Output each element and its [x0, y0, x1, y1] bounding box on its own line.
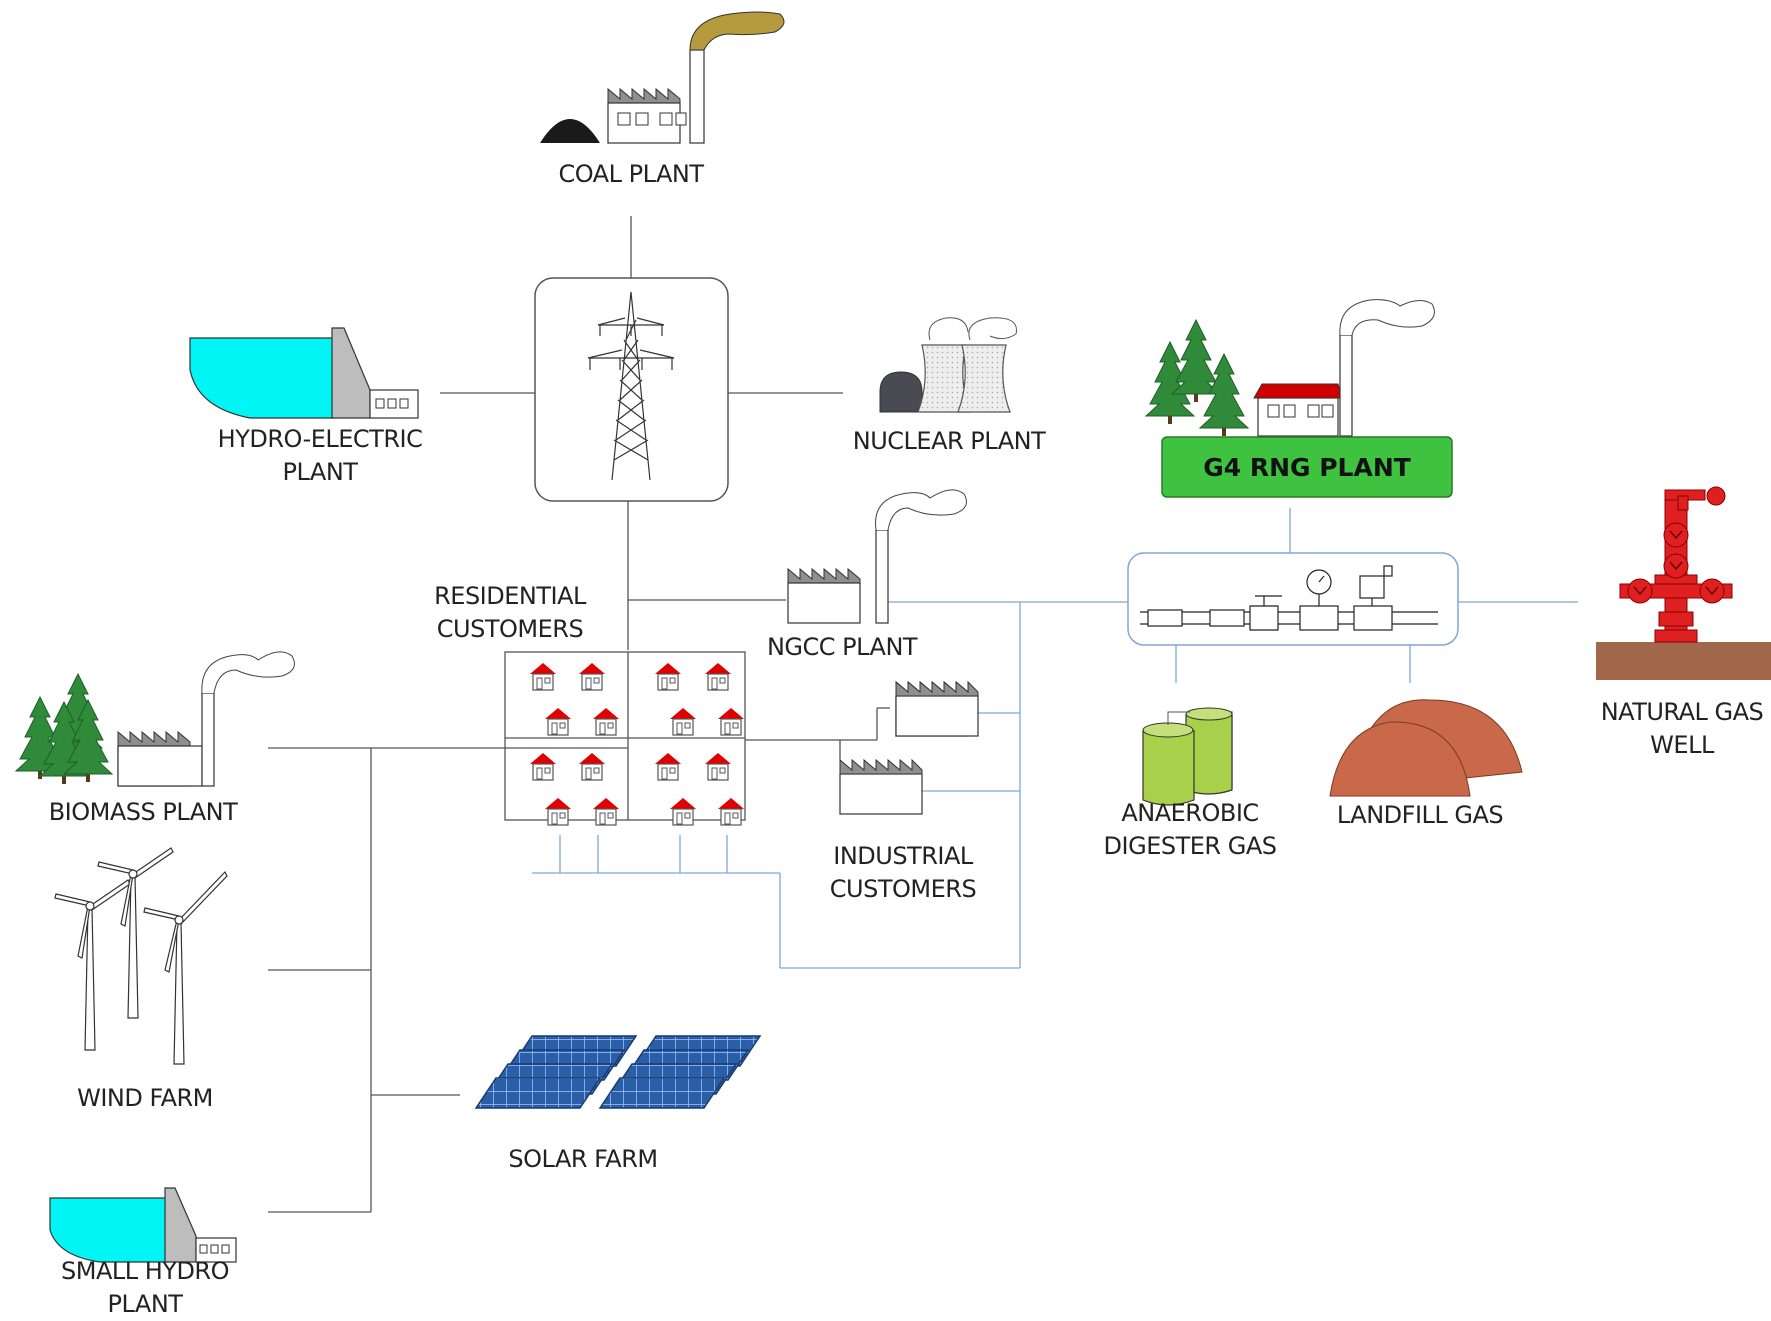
- landfill-gas-icon: [1329, 699, 1523, 797]
- ngcc-plant-icon: [787, 489, 967, 624]
- ngcc-plant-label: NGCC PLANT: [752, 631, 932, 664]
- landfill-gas-label: LANDFILL GAS: [1325, 799, 1515, 832]
- wind-farm-icon: [54, 847, 228, 1065]
- industrial-customers-icon: [839, 680, 979, 815]
- small-hydro-plant-label: SMALL HYDRO PLANT: [45, 1255, 245, 1321]
- anaerobic-label-line-1: ANAEROBIC: [1121, 799, 1259, 827]
- coal-plant-icon: [540, 11, 785, 144]
- solar-farm-label-line: SOLAR FARM: [508, 1145, 658, 1173]
- industrial-label-line-2: CUSTOMERS: [829, 875, 977, 903]
- small-hydro-label-line-2: PLANT: [107, 1290, 183, 1318]
- hydro-electric-label-line-1: HYDRO-ELECTRIC: [217, 425, 423, 453]
- nuclear-plant-icon: [879, 317, 1017, 413]
- coal-plant-label-line: COAL PLANT: [558, 160, 704, 188]
- natural-gas-well-label-line-1: NATURAL GAS: [1600, 698, 1764, 726]
- wind-farm-label-line: WIND FARM: [77, 1084, 213, 1112]
- residential-label-line-1: RESIDENTIAL: [434, 582, 586, 610]
- solar-farm-label: SOLAR FARM: [488, 1143, 678, 1176]
- landfill-gas-label-line: LANDFILL GAS: [1336, 801, 1504, 829]
- industrial-label-line-1: INDUSTRIAL: [833, 842, 973, 870]
- hydro-electric-plant-label: HYDRO-ELECTRIC PLANT: [195, 423, 445, 489]
- solar-farm-icon: [474, 1035, 762, 1109]
- anaerobic-digester-icon: [1142, 707, 1233, 806]
- hydro-electric-plant-icon: [189, 327, 419, 419]
- rng-plant-label[interactable]: G4 RNG PLANT: [1203, 452, 1411, 482]
- residential-customers-label: RESIDENTIAL CUSTOMERS: [420, 580, 600, 646]
- nuclear-plant-label: NUCLEAR PLANT: [844, 425, 1054, 458]
- transmission-hub-icon: [534, 277, 729, 502]
- biomass-plant-label: BIOMASS PLANT: [38, 796, 248, 829]
- ngcc-plant-label-line: NGCC PLANT: [766, 633, 918, 661]
- rng-plant-box[interactable]: [1161, 436, 1453, 498]
- power-lines: [268, 216, 890, 1213]
- residential-label-line-2: CUSTOMERS: [436, 615, 584, 643]
- biomass-plant-label-line: BIOMASS PLANT: [48, 798, 238, 826]
- natural-gas-well-label-line-2: WELL: [1650, 731, 1714, 759]
- anaerobic-digester-gas-label: ANAEROBIC DIGESTER GAS: [1095, 797, 1285, 863]
- natural-gas-well-label: NATURAL GAS WELL: [1592, 696, 1771, 762]
- gas-lines: [532, 508, 1578, 969]
- gas-pipeline-hub-icon: [1127, 552, 1459, 646]
- hydro-electric-label-line-2: PLANT: [282, 458, 358, 486]
- small-hydro-plant-icon: [49, 1187, 237, 1263]
- biomass-plant-icon: [15, 651, 295, 787]
- industrial-customers-label: INDUSTRIAL CUSTOMERS: [808, 840, 998, 906]
- natural-gas-well-icon: [1596, 486, 1771, 680]
- wind-farm-label: WIND FARM: [50, 1082, 240, 1115]
- anaerobic-label-line-2: DIGESTER GAS: [1103, 832, 1277, 860]
- rng-plant-icon: [1145, 299, 1435, 437]
- nuclear-plant-label-line: NUCLEAR PLANT: [852, 427, 1046, 455]
- coal-plant-label: COAL PLANT: [546, 158, 716, 191]
- residential-houses: [529, 662, 745, 826]
- small-hydro-label-line-1: SMALL HYDRO: [61, 1257, 229, 1285]
